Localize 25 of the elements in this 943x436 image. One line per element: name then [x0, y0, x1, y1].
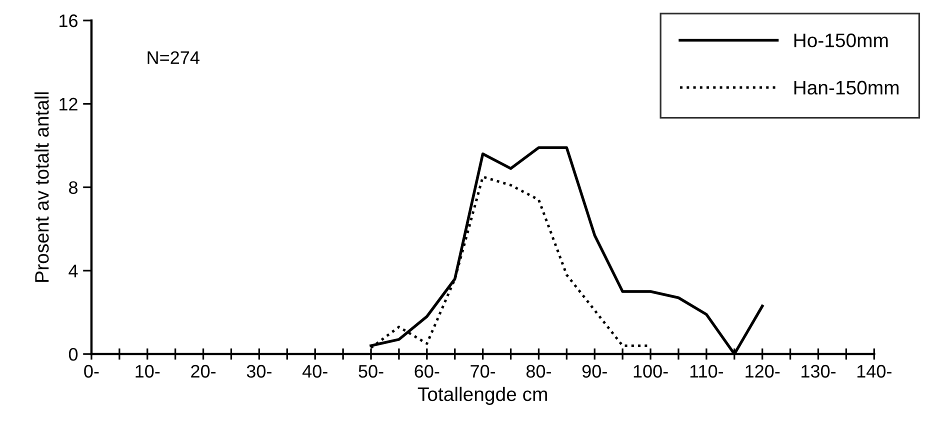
x-tick-label: 100-	[634, 364, 668, 378]
y-tick-label: 4	[68, 264, 78, 278]
x-axis-title: Totallengde cm	[418, 386, 547, 405]
x-tick-label: 80-	[526, 364, 551, 378]
x-tick-label: 20-	[191, 364, 216, 378]
x-tick-label: 120-	[746, 364, 780, 378]
y-tick-label: 8	[69, 181, 78, 194]
x-tick-label: 130-	[802, 364, 836, 378]
x-tick-label: 10-	[136, 364, 160, 378]
y-axis-title: Prosent av totalt antall	[34, 92, 49, 282]
x-tick-label: 90-	[582, 364, 607, 378]
y-tick-label: 12	[60, 98, 78, 110]
x-tick-label: 140-	[857, 364, 892, 378]
y-tick-label: 16	[60, 14, 78, 28]
legend-label: Ho-150mm	[794, 33, 888, 48]
annotation: N=274	[148, 51, 200, 64]
y-tick-label: 0	[68, 348, 78, 361]
x-tick-label: 50-	[358, 364, 384, 378]
x-tick-label: 110-	[690, 364, 724, 378]
x-tick-label: 30-	[246, 364, 272, 378]
x-tick-label: 40-	[302, 364, 328, 378]
x-tick-label: 60-	[414, 364, 440, 378]
x-tick-label: 70-	[470, 364, 496, 378]
legend-label: Han-150mm	[794, 80, 899, 95]
x-tick-label: 0-	[84, 364, 99, 378]
